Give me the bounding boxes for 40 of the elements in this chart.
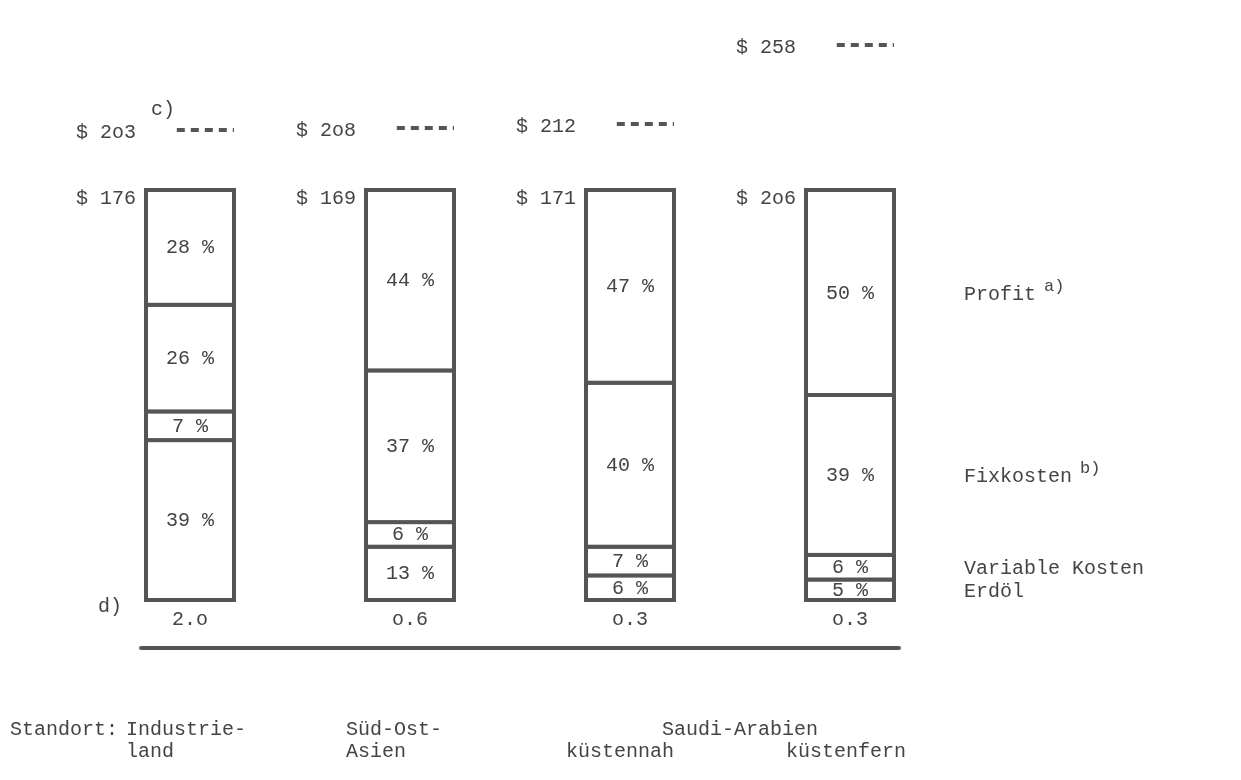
annotation: d) (98, 595, 123, 618)
data-label: 7 % (171, 414, 209, 438)
text: Erdöl (964, 579, 1025, 603)
data-label: 37 % (385, 435, 435, 459)
annotation: $ 169 (295, 187, 356, 210)
data-label: 44 % (385, 269, 435, 293)
text: $ 212 (515, 115, 576, 138)
annotation: $ 176 (75, 187, 136, 210)
data-label: 26 % (165, 347, 215, 371)
x-tick-label: küstennah (566, 740, 675, 763)
data-label: 47 % (605, 275, 655, 299)
data-label: 50 % (825, 281, 875, 305)
text: Saudi-Arabien (661, 718, 819, 741)
data-label: 5 % (831, 578, 869, 602)
text: 2.o (171, 608, 209, 631)
text: Variable Kosten (964, 557, 1145, 581)
data-label: 39 % (825, 463, 875, 487)
text: $ 2o3 (75, 121, 136, 144)
annotation: $ 171 (515, 187, 576, 210)
text: o.3 (611, 608, 649, 631)
data-label: 6 % (831, 556, 869, 580)
x-axis-title: Standort: (10, 718, 119, 741)
text: Fixkosten$^{b)}$ (964, 458, 1101, 488)
data-label: 28 % (165, 236, 215, 260)
x-tick-label: küstenfern (786, 740, 907, 763)
text: $ 2o8 (295, 119, 356, 142)
data-label: 39 % (165, 509, 215, 533)
text: $ 258 (735, 36, 796, 59)
x-tick-label: Industrie- land (126, 718, 247, 763)
data-label: 6 % (611, 576, 649, 600)
text: o.3 (831, 608, 869, 631)
data-label: 40 % (605, 453, 655, 477)
data-label: 7 % (611, 550, 649, 574)
text: Profit$^{a)}$ (964, 276, 1065, 306)
data-label: 6 % (391, 523, 429, 547)
text: o.6 (391, 608, 429, 631)
text: c) (151, 98, 176, 121)
data-label: 13 % (385, 562, 435, 586)
annotation: $ 2o6 (735, 187, 796, 210)
x-tick-label: Süd-Ost- Asien (346, 718, 443, 763)
